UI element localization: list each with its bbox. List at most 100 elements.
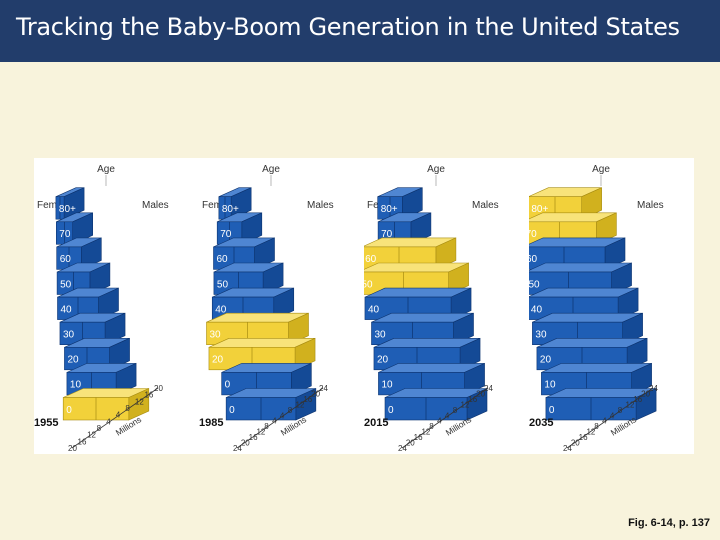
x-axis-line	[236, 387, 324, 449]
age-label-7: 70	[529, 229, 537, 240]
pyramid-svg-0: AgeFemalesMales80+7060504030201001955201…	[34, 164, 169, 453]
males-label: Males	[307, 200, 334, 211]
pyramid-svg-1: AgeFemalesMales80+7060504030200019852420…	[199, 164, 334, 453]
age-label-8: 80+	[59, 204, 76, 215]
pyramid-panel-0: AgeFemalesMales80+7060504030201001955201…	[34, 158, 199, 454]
x-tick-label: 4	[610, 411, 615, 420]
age-bar-30	[59, 312, 126, 346]
pyramid-panel-2: AgeFemalesMales80+7060504030201002015242…	[364, 158, 529, 454]
x-tick-label: 16	[78, 437, 87, 446]
x-tick-label: 20	[68, 444, 77, 453]
age-label-3: 30	[63, 329, 75, 340]
x-tick-label: 8	[429, 422, 434, 431]
x-axis-line	[566, 387, 654, 449]
age-label-3: 30	[210, 329, 222, 340]
age-label-5: 50	[529, 279, 540, 290]
slide-title: Tracking the Baby-Boom Generation in the…	[16, 13, 680, 41]
age-bar-70	[216, 212, 263, 245]
x-tick-label: 20	[641, 389, 650, 398]
age-label-5: 50	[364, 279, 373, 290]
age-label-4: 40	[368, 304, 380, 315]
x-tick-label: 20	[311, 389, 320, 398]
age-label-7: 70	[59, 229, 71, 240]
x-tick-label: 20	[154, 384, 163, 393]
age-bar-80+	[55, 187, 85, 220]
x-tick-label: 12	[421, 428, 430, 437]
x-tick-label: 20	[241, 439, 250, 448]
x-tick-label: 12	[461, 400, 470, 409]
x-tick-label: 4	[272, 417, 277, 426]
age-label-7: 70	[220, 229, 232, 240]
age-bar-0	[225, 388, 317, 421]
x-tick-label: 8	[594, 422, 599, 431]
pyramid-panel-3: AgeFemalesMales80+7060504030201002035242…	[529, 158, 694, 454]
age-label-5: 50	[217, 279, 229, 290]
age-label-1: 0	[225, 380, 231, 391]
x-tick-label: 4	[116, 411, 121, 420]
x-tick-label: 12	[626, 400, 635, 409]
x-tick-label: 16	[144, 391, 153, 400]
x-axis-line	[401, 387, 489, 449]
age-label-7: 70	[381, 229, 393, 240]
age-label-5: 50	[60, 279, 72, 290]
age-label-6: 60	[60, 254, 72, 265]
age-bar-50	[56, 262, 111, 295]
age-axis-label: Age	[262, 164, 280, 175]
x-tick-label: 8	[97, 424, 102, 433]
age-label-4: 40	[215, 304, 227, 315]
pyramid-panel-1: AgeFemalesMales80+7060504030200019852420…	[199, 158, 364, 454]
x-tick-label: 8	[453, 406, 458, 415]
x-tick-label: 20	[476, 389, 485, 398]
x-tick-label: 8	[264, 422, 269, 431]
x-tick-label: 24	[484, 384, 493, 393]
x-tick-label: 20	[571, 439, 580, 448]
x-tick-label: 24	[319, 384, 328, 393]
age-label-0: 0	[388, 405, 394, 416]
x-tick-label: 12	[87, 431, 96, 440]
age-bar-0	[545, 388, 657, 421]
age-label-8: 80+	[381, 204, 398, 215]
pyramid-svg-3: AgeFemalesMales80+7060504030201002035242…	[529, 164, 664, 453]
age-label-3: 30	[375, 329, 387, 340]
pyramid-svg-2: AgeFemalesMales80+7060504030201002015242…	[364, 164, 499, 453]
age-label-1: 10	[381, 380, 393, 391]
x-tick-label: 24	[398, 444, 407, 453]
age-label-4: 40	[531, 304, 543, 315]
age-label-0: 0	[66, 405, 72, 416]
year-label: 1955	[34, 417, 58, 429]
age-label-8: 80+	[531, 204, 548, 215]
x-tick-label: 16	[303, 395, 312, 404]
year-label: 2015	[364, 417, 388, 429]
age-label-8: 80+	[222, 204, 239, 215]
age-label-0: 0	[229, 405, 235, 416]
age-label-3: 30	[535, 329, 547, 340]
age-label-6: 60	[365, 254, 377, 265]
x-tick-label: 4	[437, 417, 442, 426]
males-label: Males	[472, 200, 499, 211]
x-tick-label: 12	[135, 397, 144, 406]
x-tick-label: 4	[445, 411, 450, 420]
age-label-2: 20	[67, 355, 79, 366]
year-label: 2035	[529, 417, 553, 429]
age-label-6: 60	[529, 254, 538, 265]
age-bar-20	[64, 337, 130, 371]
age-bar-10	[378, 362, 485, 396]
age-label-2: 20	[377, 355, 389, 366]
x-tick-label: 20	[406, 439, 415, 448]
x-tick-label: 12	[256, 428, 265, 437]
age-label-6: 60	[217, 254, 229, 265]
x-tick-label: 4	[106, 417, 111, 426]
title-bar: Tracking the Baby-Boom Generation in the…	[0, 0, 720, 62]
males-label: Males	[637, 200, 664, 211]
x-tick-label: 16	[414, 433, 423, 442]
age-label-1: 10	[70, 380, 82, 391]
x-axis-line	[71, 387, 159, 449]
x-tick-label: 8	[618, 406, 623, 415]
age-bar-0	[62, 388, 150, 421]
x-tick-label: 8	[288, 406, 293, 415]
age-bar-40	[364, 287, 472, 321]
x-tick-label: 16	[579, 433, 588, 442]
x-tick-label: 12	[586, 428, 595, 437]
age-axis-label: Age	[592, 164, 610, 175]
x-tick-label: 16	[249, 433, 258, 442]
